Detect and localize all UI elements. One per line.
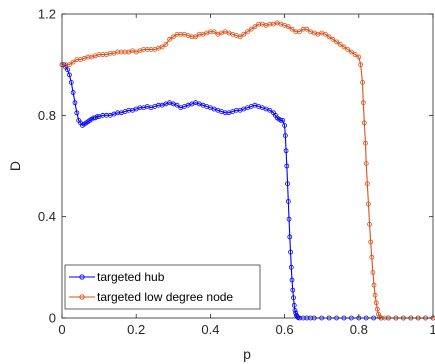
data-point <box>94 114 100 119</box>
x-axis-ticks: 0 0.2 0.4 0.6 0.8 1 <box>58 14 435 337</box>
x-tick-label: 0.4 <box>201 322 219 337</box>
data-point <box>371 282 377 288</box>
legend-label: targeted hub <box>97 270 165 284</box>
data-point <box>283 148 289 154</box>
x-tick-label: 0.6 <box>276 322 294 337</box>
y-axis-label: D <box>7 161 23 171</box>
data-point <box>289 26 295 32</box>
legend-label: targeted low degree node <box>97 290 233 304</box>
plot-frame <box>61 13 434 319</box>
data-point <box>67 62 72 68</box>
axes <box>61 13 434 319</box>
legend-items: targeted hub targeted low degree node <box>69 270 233 304</box>
legend-item: targeted hub <box>69 270 165 284</box>
data-point <box>374 306 380 312</box>
legend-box <box>64 264 261 310</box>
data-point <box>326 34 332 40</box>
y-tick-label: 0.8 <box>38 108 56 123</box>
data-point <box>278 118 284 123</box>
x-tick-label: 0.2 <box>127 322 145 337</box>
data-point <box>368 239 374 245</box>
data-point <box>377 314 382 320</box>
data-point <box>366 201 371 207</box>
data-point <box>372 292 378 298</box>
data-point <box>330 36 336 42</box>
data-point <box>280 118 286 123</box>
data-point <box>159 44 165 50</box>
data-point <box>361 120 367 126</box>
data-point <box>245 29 250 35</box>
data-point <box>286 216 292 222</box>
data-point <box>376 311 381 317</box>
data-point <box>174 102 180 108</box>
data-point <box>248 26 254 32</box>
legend: targeted hub targeted low degree node <box>64 264 261 310</box>
data-point <box>72 100 78 106</box>
data-point <box>241 31 247 37</box>
data-point <box>70 90 76 95</box>
data-point <box>252 24 258 30</box>
data-point <box>167 36 172 42</box>
data-point <box>237 34 243 40</box>
y-axis-ticks: 0 0.4 0.8 1.2 <box>38 7 433 326</box>
data-point <box>367 221 372 227</box>
data-point <box>74 110 80 116</box>
data-point <box>67 72 72 78</box>
data-point <box>288 264 294 270</box>
y-tick-label: 1.2 <box>38 7 56 22</box>
data-point <box>292 307 298 313</box>
data-point <box>284 163 290 169</box>
data-point <box>163 42 169 47</box>
data-point <box>337 42 343 47</box>
data-point <box>323 31 328 37</box>
data-point <box>352 52 358 57</box>
data-point <box>285 199 291 204</box>
data-point <box>290 287 296 293</box>
y-tick-label: 0 <box>49 311 56 326</box>
x-tick-label: 0.8 <box>350 322 368 337</box>
data-point <box>282 133 288 139</box>
data-point <box>348 49 354 55</box>
data-point <box>364 181 370 187</box>
data-point <box>291 302 297 308</box>
data-point <box>370 269 376 275</box>
data-point <box>345 47 351 52</box>
data-point <box>170 34 176 40</box>
data-point <box>285 181 290 187</box>
data-point <box>297 29 302 35</box>
data-point <box>193 34 198 40</box>
data-point <box>356 54 362 60</box>
data-point <box>288 249 293 255</box>
data-point <box>363 140 368 146</box>
series-targeted-low-degree-node <box>59 20 435 321</box>
legend-swatch-marker <box>79 294 85 300</box>
data-point <box>334 39 339 45</box>
data-point <box>369 254 375 260</box>
data-point <box>363 161 369 166</box>
y-tick-label: 0.4 <box>38 209 56 224</box>
data-point <box>291 295 296 301</box>
x-tick-label: 1 <box>429 322 435 337</box>
data-point <box>373 300 379 306</box>
data-point <box>289 277 295 283</box>
data-point <box>360 100 366 106</box>
legend-swatch-marker <box>79 274 85 280</box>
data-point <box>65 67 70 73</box>
data-point <box>267 107 273 113</box>
data-point <box>68 80 74 85</box>
x-tick-label: 0 <box>58 322 65 337</box>
data-point <box>341 44 347 50</box>
legend-item: targeted low degree node <box>69 290 233 304</box>
data-point <box>70 59 76 65</box>
data-point <box>304 26 310 32</box>
data-point <box>287 234 293 240</box>
data-point <box>282 123 288 128</box>
x-axis-label: p <box>243 346 251 362</box>
data-point <box>360 80 365 85</box>
data-point <box>211 29 217 35</box>
data-point <box>285 24 291 30</box>
data-point <box>358 62 364 68</box>
